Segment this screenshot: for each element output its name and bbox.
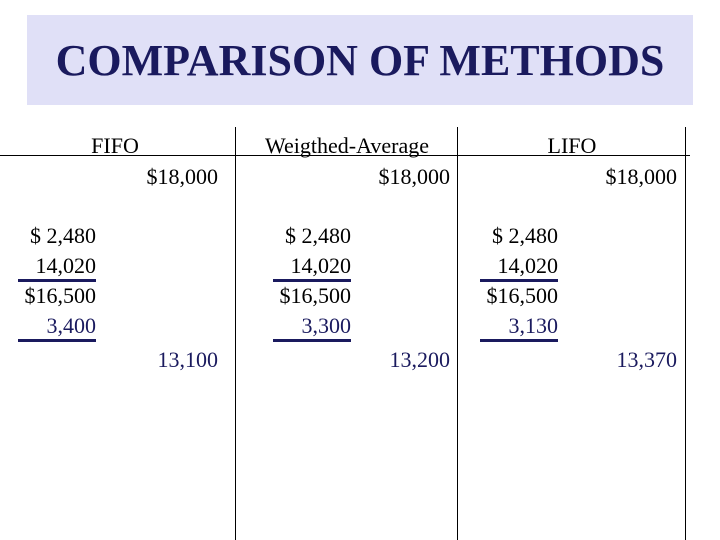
debit-amount: $ 2,480 (492, 223, 558, 248)
t-account-divider (235, 127, 236, 540)
credit-amount: $18,000 (605, 164, 678, 189)
debit-amount: 14,020 (497, 253, 559, 278)
t-account-top-line (0, 155, 690, 156)
t-account-divider (457, 127, 458, 540)
debit-amount: 3,130 (508, 313, 559, 338)
underline (273, 339, 351, 342)
debit-amount: $16,500 (486, 283, 559, 308)
underline (480, 279, 558, 282)
debit-amount: 14,020 (35, 253, 97, 278)
balance-amount: 13,200 (389, 347, 451, 372)
debit-amount: 3,400 (46, 313, 97, 338)
debit-amount: $16,500 (24, 283, 97, 308)
credit-amount: $18,000 (146, 164, 219, 189)
underline (18, 339, 96, 342)
t-account-divider (685, 127, 686, 540)
title: COMPARISON OF METHODS (55, 36, 665, 85)
account-header: Weigthed-Average (265, 133, 429, 158)
account-header: FIFO (91, 133, 139, 158)
debit-amount: $ 2,480 (285, 223, 351, 248)
account-header: LIFO (547, 133, 597, 158)
credit-amount: $18,000 (378, 164, 451, 189)
underline (273, 279, 351, 282)
title-box: COMPARISON OF METHODS (27, 15, 693, 105)
debit-amount: $16,500 (279, 283, 352, 308)
balance-amount: 13,370 (616, 347, 678, 372)
debit-amount: 14,020 (290, 253, 352, 278)
underline (18, 279, 96, 282)
debit-amount: 3,300 (301, 313, 352, 338)
debit-amount: $ 2,480 (30, 223, 96, 248)
balance-amount: 13,100 (157, 347, 219, 372)
underline (480, 339, 558, 342)
